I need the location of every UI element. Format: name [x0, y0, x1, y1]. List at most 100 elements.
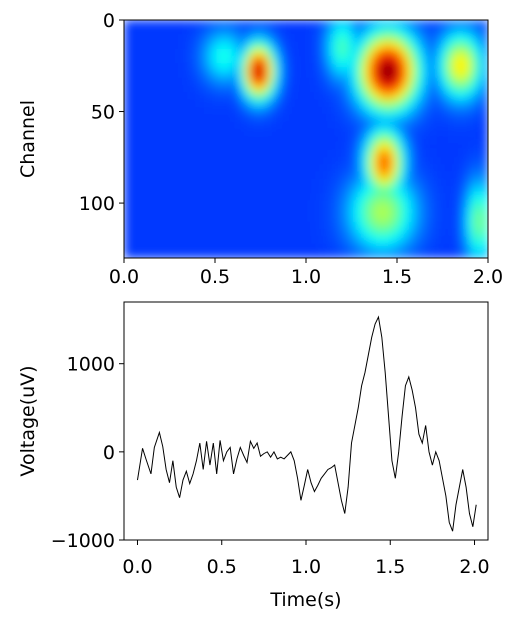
heatmap-cell: [484, 149, 488, 158]
heatmap-cell: [336, 243, 341, 252]
heatmap-cell: [432, 229, 437, 237]
heatmap-cell: [292, 221, 297, 230]
heatmap-cell: [188, 164, 193, 173]
heatmap-cell: [420, 106, 425, 115]
heatmap-cell: [400, 243, 405, 252]
heatmap-cell: [284, 135, 289, 144]
heatmap-cell: [316, 77, 321, 86]
heatmap-cell: [460, 128, 465, 136]
heatmap-cell: [388, 106, 393, 115]
heatmap-cell: [472, 27, 477, 36]
heatmap-cell: [124, 120, 129, 129]
heatmap-cell: [376, 214, 381, 223]
heatmap-cell: [176, 120, 181, 129]
heatmap-cell: [224, 236, 229, 245]
heatmap-cell: [336, 120, 341, 129]
heatmap-cell: [420, 149, 425, 158]
heatmap-cell: [128, 120, 133, 129]
heatmap-cell: [344, 48, 349, 57]
heatmap-cell: [484, 135, 488, 144]
heatmap-cell: [264, 149, 269, 158]
heatmap-cell: [460, 106, 465, 115]
heatmap-cell: [236, 70, 241, 79]
heatmap-cell: [180, 135, 185, 144]
heatmap-cell: [476, 243, 481, 252]
heatmap-cell: [212, 221, 217, 230]
heatmap-cell: [140, 200, 145, 209]
heatmap-cell: [348, 207, 353, 216]
heatmap-cell: [364, 243, 369, 252]
heatmap-cell: [268, 20, 273, 28]
heatmap-cell: [380, 149, 385, 158]
heatmap-cell: [192, 164, 197, 173]
heatmap-cell: [232, 142, 237, 151]
heatmap-cell: [168, 63, 173, 72]
heatmap-cell: [440, 142, 445, 151]
heatmap-cell: [388, 63, 393, 72]
heatmap-cell: [260, 221, 265, 230]
heatmap-cell: [204, 84, 209, 93]
heatmap-cell: [136, 56, 141, 64]
heatmap-cell: [476, 185, 481, 194]
heatmap-cell: [132, 200, 137, 209]
heatmap-cell: [472, 178, 477, 187]
heatmap-cell: [200, 20, 205, 28]
heatmap-cell: [220, 92, 225, 100]
heatmap-cell: [436, 142, 441, 151]
heatmap-cell: [256, 106, 261, 115]
heatmap-cell: [444, 63, 449, 72]
heatmap-cell: [208, 34, 213, 43]
heatmap-cell: [188, 120, 193, 129]
heatmap-cell: [400, 41, 405, 50]
heatmap-cell: [256, 149, 261, 158]
heatmap-cell: [356, 221, 361, 230]
heatmap-cell: [224, 20, 229, 28]
heatmap-cell: [276, 157, 281, 165]
heatmap-cell: [308, 92, 313, 100]
heatmap-cell: [332, 185, 337, 194]
heatmap-cell: [220, 171, 225, 180]
heatmap-cell: [296, 229, 301, 237]
heatmap-cell: [440, 250, 445, 258]
heatmap-cell: [176, 20, 181, 28]
heatmap-cell: [408, 27, 413, 36]
heatmap-cell: [428, 243, 433, 252]
heatmap-cell: [480, 77, 485, 86]
heatmap-cell: [244, 149, 249, 158]
heatmap-cell: [392, 214, 397, 223]
heatmap-cell: [420, 207, 425, 216]
heatmap-cell: [144, 200, 149, 209]
heatmap-cell: [216, 164, 221, 173]
heatmap-cell: [400, 34, 405, 43]
heatmap-cell: [256, 214, 261, 223]
heatmap-cell: [188, 157, 193, 165]
heatmap-cell: [432, 77, 437, 86]
heatmap-cell: [340, 178, 345, 187]
heatmap-cell: [212, 157, 217, 165]
heatmap-cell: [196, 48, 201, 57]
heatmap-cell: [316, 207, 321, 216]
heatmap-cell: [484, 157, 488, 165]
heatmap-cell: [248, 164, 253, 173]
heatmap-cell: [236, 214, 241, 223]
heatmap-cell: [432, 99, 437, 108]
heatmap-cell: [176, 221, 181, 230]
heatmap-cell: [392, 77, 397, 86]
heatmap-cell: [212, 193, 217, 201]
heatmap-cell: [480, 171, 485, 180]
heatmap-cell: [264, 41, 269, 50]
heatmap-cell: [400, 207, 405, 216]
heatmap-cell: [172, 157, 177, 165]
heatmap-cell: [472, 229, 477, 237]
heatmap-cell: [412, 63, 417, 72]
heatmap-cell: [376, 142, 381, 151]
heatmap-cell: [304, 171, 309, 180]
heatmap-cell: [144, 221, 149, 230]
heatmap-cell: [412, 84, 417, 93]
heatmap-cell: [424, 193, 429, 201]
heatmap-cell: [352, 48, 357, 57]
heatmap-cell: [372, 99, 377, 108]
heatmap-cell: [436, 193, 441, 201]
heatmap-cell: [348, 128, 353, 136]
